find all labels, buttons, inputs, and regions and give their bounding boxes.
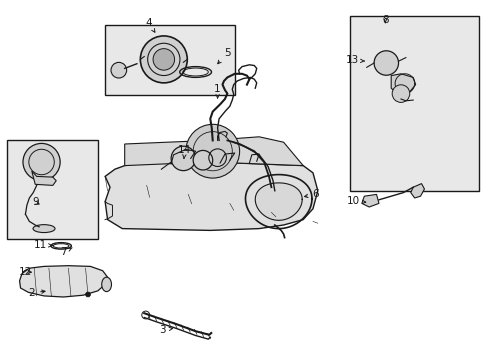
Circle shape [171, 146, 195, 171]
Circle shape [185, 124, 239, 178]
Circle shape [23, 143, 60, 181]
Text: 2: 2 [28, 288, 45, 298]
Polygon shape [410, 184, 424, 198]
Bar [7, 140, 98, 239]
Text: 4: 4 [145, 18, 155, 32]
Text: 6: 6 [304, 189, 319, 199]
Polygon shape [20, 266, 107, 297]
Text: 10: 10 [346, 196, 365, 206]
Polygon shape [32, 171, 56, 185]
Text: 12: 12 [19, 267, 33, 277]
Text: 13: 13 [345, 55, 364, 66]
Text: 8: 8 [381, 15, 388, 25]
Ellipse shape [33, 225, 55, 233]
Polygon shape [390, 74, 415, 94]
Text: 9: 9 [32, 197, 39, 207]
Polygon shape [255, 183, 302, 220]
Polygon shape [361, 194, 378, 207]
Circle shape [111, 62, 126, 78]
Circle shape [391, 85, 409, 102]
Text: 3: 3 [159, 325, 172, 335]
Text: 7: 7 [60, 247, 72, 257]
Polygon shape [124, 137, 303, 166]
Bar [349, 16, 478, 191]
Circle shape [85, 292, 90, 297]
Circle shape [373, 51, 398, 75]
Bar [105, 25, 234, 95]
Text: 14: 14 [178, 145, 191, 158]
Text: 1: 1 [214, 84, 221, 98]
Circle shape [193, 150, 212, 170]
Ellipse shape [102, 277, 111, 292]
Polygon shape [105, 162, 317, 230]
Text: 11: 11 [33, 240, 52, 250]
Circle shape [140, 36, 187, 83]
Circle shape [153, 49, 174, 70]
Text: 5: 5 [217, 48, 230, 64]
